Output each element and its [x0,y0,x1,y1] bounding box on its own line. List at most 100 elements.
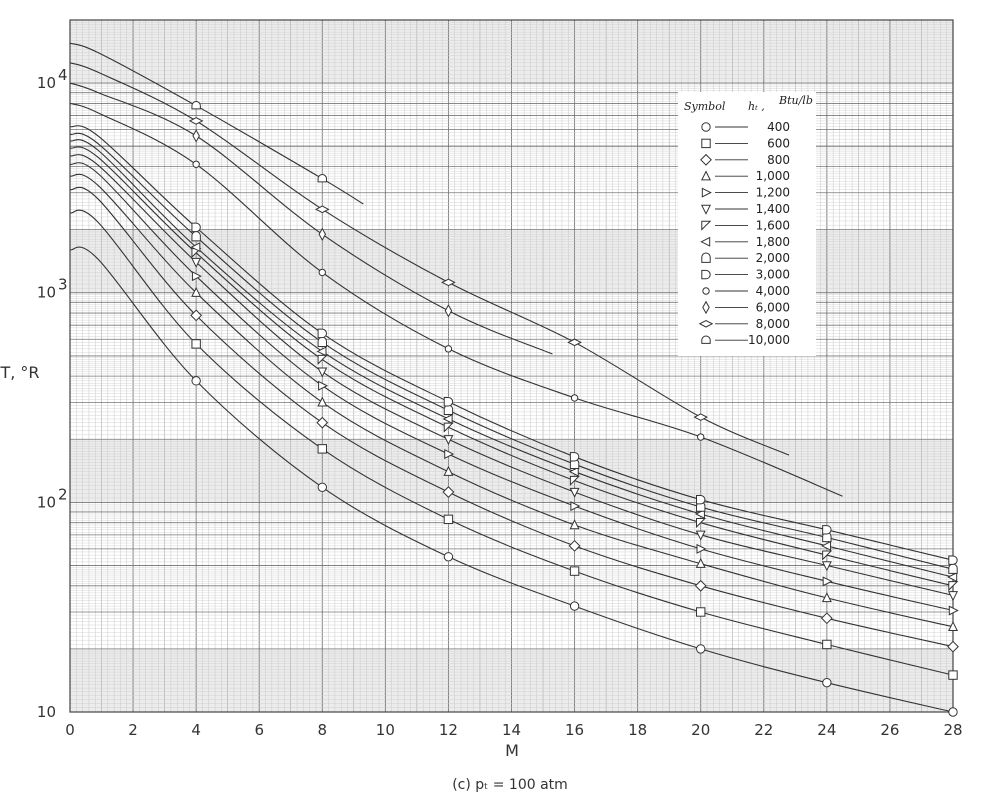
series-line [69,132,954,570]
data-point-marker [567,338,582,347]
legend-marker [700,204,712,215]
y-tick-base: 10 [37,703,56,721]
legend-box [678,92,816,356]
y-tick-base: 10 [37,284,56,302]
legend-item: 2,000 [701,251,790,265]
data-point-marker [443,514,454,525]
data-point-marker [568,539,581,552]
data-point-marker [190,242,201,253]
data-point-marker [191,231,201,242]
plot-frame [69,19,954,713]
legend-items: 400 600 800 1,000 1,200 1,400 1,600 1,800 2,000 3… [698,120,790,347]
data-point-marker [822,639,832,650]
y-tick-label: 10 [37,703,56,721]
x-tick-label: 0 [65,721,75,739]
data-point-marker [947,591,959,602]
series-line [69,154,954,596]
data-point-marker [820,612,833,625]
legend-marker [702,300,710,315]
data-point-marker [821,540,832,551]
data-point-marker [569,601,580,611]
y-axis-label: T, °R [0,363,40,382]
data-point-marker [191,271,202,282]
legend-marker [701,335,711,344]
y-tick-exponent: 4 [58,66,68,84]
x-tick-label: 28 [943,721,962,739]
data-point-marker [948,670,958,680]
legend-header-variable: hₜ , [748,100,765,113]
y-tick-label: 10 2 [37,485,68,511]
data-point-marker [570,501,581,512]
legend-item: 1,600 [701,218,790,232]
series-line [69,62,790,456]
legend-label: 800 [767,153,790,167]
legend-marker [701,252,711,263]
data-point-marker [191,286,202,297]
legend-item: 3,000 [701,268,790,282]
data-point-marker [443,397,454,407]
x-tick-label: 6 [254,721,264,739]
y-tick-label: 10 3 [37,276,68,302]
x-tick-label: 4 [191,721,201,739]
data-point-marker [191,339,201,349]
data-point-marker [948,707,958,717]
data-point-marker [569,519,580,530]
legend-label: 2,000 [756,251,790,265]
data-point-marker [314,205,330,214]
y-tick-label: 10 4 [37,66,68,92]
data-point-marker [191,222,201,233]
x-tick-label: 18 [628,721,647,739]
data-point-marker [569,475,580,487]
series-line [69,139,954,578]
data-point-marker [695,557,706,568]
data-point-marker [443,422,454,433]
legend-item: 1,400 [700,202,790,216]
legend-item: 800 [700,153,790,167]
legend-marker [700,236,711,247]
data-point-marker [191,376,201,386]
legend-marker [700,153,712,166]
data-point-marker [693,413,709,421]
data-point-marker [316,416,329,429]
legend-label: 1,000 [756,169,790,183]
chart-caption: (c) pₜ = 100 atm [452,777,568,793]
data-point-marker [569,452,580,462]
legend-marker [701,269,711,280]
data-point-marker [948,563,958,574]
data-point-marker [318,227,327,242]
data-point-marker [822,525,832,535]
legend-label: 1,400 [756,202,790,216]
data-point-marker [441,278,456,287]
x-tick-label: 12 [439,721,458,739]
data-point-marker [443,404,454,415]
legend-label: 1,600 [756,218,790,232]
data-point-marker [191,101,201,110]
data-point-marker [318,380,329,391]
legend-item: 600 [701,136,790,150]
legend-item: 400 [701,120,790,134]
data-point-marker [190,309,203,322]
data-point-marker [568,466,579,477]
legend-item: 1,000 [700,169,790,183]
data-point-marker [696,607,706,617]
data-point-marker [947,620,959,631]
data-point-marker [821,561,832,572]
x-tick-label: 14 [502,721,521,739]
legend-marker [701,122,711,132]
legend-marker [702,287,710,295]
data-point-marker [695,530,706,541]
x-tick-label: 8 [318,721,328,739]
legend-item: 4,000 [702,284,790,298]
data-point-marker [444,449,455,460]
legend-header-symbol: Symbol [684,100,726,113]
data-point-marker [948,605,959,616]
data-point-marker [192,129,200,143]
legend-marker [701,187,712,198]
data-point-marker [317,328,327,339]
data-point-marker [570,394,579,402]
data-point-marker [696,494,706,505]
data-point-marker [192,160,200,168]
legend-marker [698,320,714,328]
legend-marker [700,170,712,181]
